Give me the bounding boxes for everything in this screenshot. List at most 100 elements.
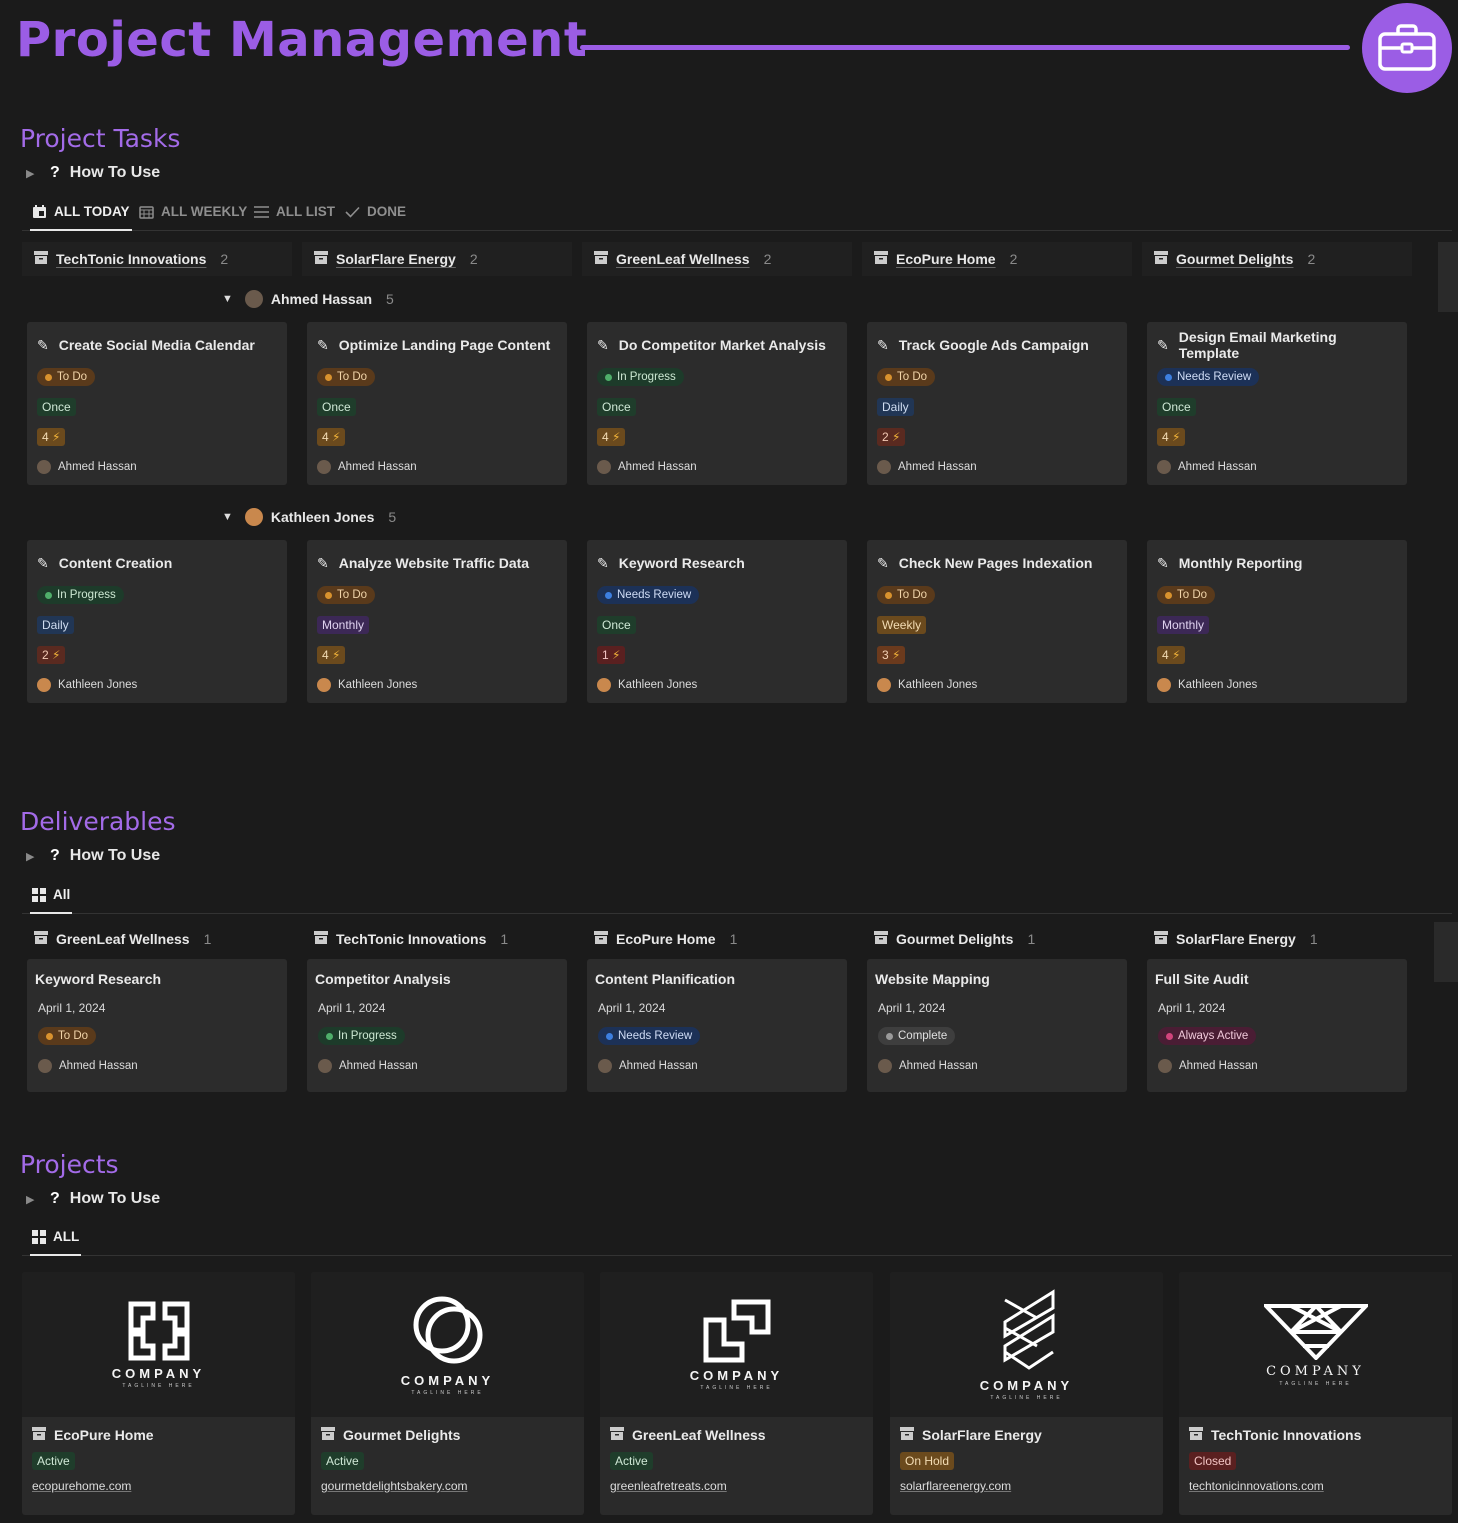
project-card[interactable]: COMPANY TAGLINE HERE SolarFlare Energy O… [890, 1272, 1163, 1515]
archive-icon [594, 931, 608, 947]
deliverable-title: Competitor Analysis [315, 971, 451, 987]
pencil-icon: ✎ [1157, 554, 1169, 571]
project-url[interactable]: gourmetdelightsbakery.com [321, 1479, 468, 1493]
project-card[interactable]: COMPANY TAGLINE HERE Gourmet Delights Ac… [311, 1272, 584, 1515]
points-tag: 4 ⚡ [1157, 646, 1186, 664]
project-cover: COMPANY TAGLINE HERE [311, 1272, 584, 1417]
company-logo-icon [1263, 1304, 1368, 1360]
task-card[interactable]: ✎ Keyword Research Needs Review Once 1 ⚡ … [587, 540, 847, 703]
deliverable-date: April 1, 2024 [318, 1001, 386, 1015]
avatar [318, 1059, 332, 1073]
section-title-projects: Projects [20, 1150, 119, 1179]
tab-label: ALL WEEKLY [161, 204, 248, 219]
project-url[interactable]: ecopurehome.com [32, 1479, 132, 1493]
points-tag: 1 ⚡ [597, 646, 626, 664]
section-title-deliverables: Deliverables [20, 807, 176, 836]
project-card[interactable]: COMPANY TAGLINE HERE TechTonic Innovatio… [1179, 1272, 1452, 1515]
subgroup-header-kathleen[interactable]: ▼ Kathleen Jones 5 [222, 508, 396, 526]
board-column-header[interactable]: SolarFlare Energy 1 [1142, 922, 1412, 956]
caret-right-icon: ▶ [26, 1193, 35, 1206]
status-badge: To Do [317, 586, 376, 604]
subgroup-header-ahmed[interactable]: ▼ Ahmed Hassan 5 [222, 290, 394, 308]
task-title: Monthly Reporting [1178, 555, 1303, 571]
logo-tagline: TAGLINE HERE [411, 1390, 484, 1396]
group-count: 1 [500, 931, 509, 947]
project-status-badge: Closed [1189, 1452, 1237, 1470]
status-badge: In Progress [318, 1027, 405, 1045]
project-url[interactable]: solarflareenergy.com [900, 1479, 1012, 1493]
task-card[interactable]: ✎ Create Social Media Calendar To Do Once… [27, 322, 287, 485]
project-card[interactable]: COMPANY TAGLINE HERE GreenLeaf Wellness … [600, 1272, 873, 1515]
deliverable-card[interactable]: Competitor Analysis April 1, 2024 In Pro… [307, 959, 567, 1092]
deliverable-card[interactable]: Website Mapping April 1, 2024 Complete A… [867, 959, 1127, 1092]
task-card[interactable]: ✎ Optimize Landing Page Content To Do Onc… [307, 322, 567, 485]
status-badge: To Do [1157, 586, 1216, 604]
board-column-header[interactable]: TechTonic Innovations 2 [22, 242, 292, 276]
group-name: EcoPure Home [896, 251, 996, 267]
caret-down-icon: ▼ [222, 293, 233, 305]
group-name: Gourmet Delights [1176, 251, 1294, 267]
group-name: SolarFlare Energy [1176, 931, 1296, 947]
board-column-header[interactable]: EcoPure Home 2 [862, 242, 1132, 276]
deliverable-date: April 1, 2024 [598, 1001, 666, 1015]
deliverable-card[interactable]: Full Site Audit April 1, 2024 Always Act… [1147, 959, 1407, 1092]
points-tag: 4 ⚡ [317, 646, 346, 664]
task-card[interactable]: ✎ Content Creation In Progress Daily 2 ⚡ … [27, 540, 287, 703]
board-column-header[interactable]: EcoPure Home 1 [582, 922, 852, 956]
list-icon [254, 205, 269, 218]
frequency-tag: Daily [877, 398, 914, 416]
howto-label: How To Use [69, 164, 161, 181]
points-tag: 2 ⚡ [37, 646, 66, 664]
status-badge: In Progress [597, 368, 684, 386]
pencil-icon: ✎ [597, 336, 609, 353]
lightning-icon: ⚡ [332, 430, 341, 444]
tab-all-today[interactable]: ALL TODAY [30, 194, 132, 231]
board-column-header[interactable]: Gourmet Delights 2 [1142, 242, 1412, 276]
board-column-header[interactable]: SolarFlare Energy 2 [302, 242, 572, 276]
frequency-tag: Once [597, 398, 636, 416]
group-name: SolarFlare Energy [336, 251, 456, 267]
tab-all-list[interactable]: ALL LIST [254, 194, 335, 229]
howto-toggle-deliverables[interactable]: ▶ ? How To Use [26, 847, 160, 865]
deliverable-card[interactable]: Keyword Research April 1, 2024 To Do Ahm… [27, 959, 287, 1092]
task-card[interactable]: ✎ Design Email Marketing Template Needs R… [1147, 322, 1407, 485]
tab-all[interactable]: ALL [30, 1219, 82, 1256]
project-card[interactable]: COMPANY TAGLINE HERE EcoPure Home Active… [22, 1272, 295, 1515]
task-card[interactable]: ✎ Check New Pages Indexation To Do Weekly… [867, 540, 1127, 703]
task-card[interactable]: ✎ Monthly Reporting To Do Monthly 4 ⚡ Kat… [1147, 540, 1407, 703]
board-column-header[interactable]: TechTonic Innovations 1 [302, 922, 572, 956]
task-card[interactable]: ✎ Analyze Website Traffic Data To Do Mont… [307, 540, 567, 703]
board-column-header[interactable]: Gourmet Delights 1 [862, 922, 1132, 956]
howto-toggle-projects[interactable]: ▶ ? How To Use [26, 1190, 160, 1208]
gallery-icon [32, 887, 46, 902]
project-url[interactable]: greenleafretreats.com [610, 1479, 727, 1493]
logo-tagline: TAGLINE HERE [122, 1383, 195, 1389]
howto-toggle-tasks[interactable]: ▶ ? How To Use [26, 164, 160, 182]
task-card[interactable]: ✎ Track Google Ads Campaign To Do Daily 2… [867, 322, 1127, 485]
task-card[interactable]: ✎ Do Competitor Market Analysis In Progre… [587, 322, 847, 485]
project-cover: COMPANY TAGLINE HERE [600, 1272, 873, 1417]
points-tag: 4 ⚡ [317, 428, 346, 446]
deliverable-card[interactable]: Content Planification April 1, 2024 Need… [587, 959, 847, 1092]
group-count: 2 [1307, 251, 1316, 267]
subgroup-name: Kathleen Jones [270, 509, 375, 525]
archive-icon [900, 1427, 914, 1443]
avatar [598, 1059, 612, 1073]
board-column-header[interactable]: GreenLeaf Wellness 2 [582, 242, 852, 276]
project-url[interactable]: techtonicinnovations.com [1189, 1479, 1324, 1493]
archive-icon [34, 931, 48, 947]
status-badge: To Do [877, 368, 936, 386]
project-name: SolarFlare Energy [922, 1427, 1042, 1443]
deliverable-title: Website Mapping [875, 971, 990, 987]
frequency-tag: Once [597, 616, 636, 634]
board-column-header[interactable]: GreenLeaf Wellness 1 [22, 922, 292, 956]
tab-all[interactable]: All [30, 877, 73, 914]
logo-tagline: TAGLINE HERE [700, 1385, 773, 1391]
tab-done[interactable]: DONE [345, 194, 406, 229]
section-title-tasks: Project Tasks [20, 124, 181, 153]
deliverable-title: Keyword Research [35, 971, 162, 987]
deliverable-date: April 1, 2024 [38, 1001, 106, 1015]
tab-all-weekly[interactable]: ALL WEEKLY [139, 194, 247, 229]
group-name: GreenLeaf Wellness [616, 251, 750, 267]
calendar-icon [33, 204, 46, 218]
